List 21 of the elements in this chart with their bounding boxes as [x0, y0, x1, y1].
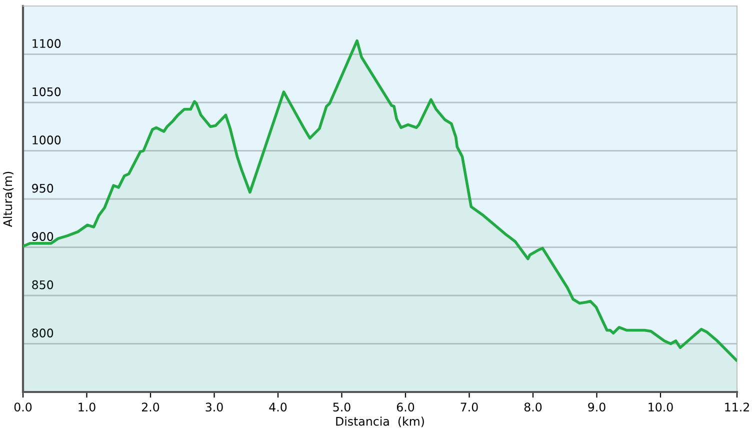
y-tick-label: 1000 — [32, 136, 61, 144]
x-tick-label: 3.0 — [206, 402, 223, 412]
x-tick-label: 10.0 — [648, 402, 673, 412]
x-tick-label: 0.0 — [14, 402, 32, 412]
y-tick-label: 1100 — [32, 39, 61, 48]
y-tick-label: 1050 — [32, 87, 61, 96]
x-tick-label: 2.0 — [142, 402, 160, 412]
x-tick-label: 8.0 — [524, 402, 542, 412]
x-tick-label: 5.0 — [333, 402, 350, 412]
x-axis-title: Distancia (km) — [336, 416, 424, 428]
x-tick-label: 1.0 — [78, 402, 96, 412]
x-tick-label: 6.0 — [396, 402, 414, 412]
y-axis-title: Altura(m) — [3, 172, 14, 228]
x-tick-label: 9.0 — [588, 402, 606, 412]
x-tick-label: 11.2 — [725, 402, 749, 412]
y-tick-label: 950 — [32, 184, 54, 193]
x-tick-label: 4.0 — [269, 402, 287, 412]
y-tick-label: 800 — [32, 328, 54, 338]
y-tick-label: 850 — [32, 280, 54, 290]
x-tick-label: 7.0 — [460, 402, 478, 412]
y-tick-label: 900 — [32, 232, 54, 241]
